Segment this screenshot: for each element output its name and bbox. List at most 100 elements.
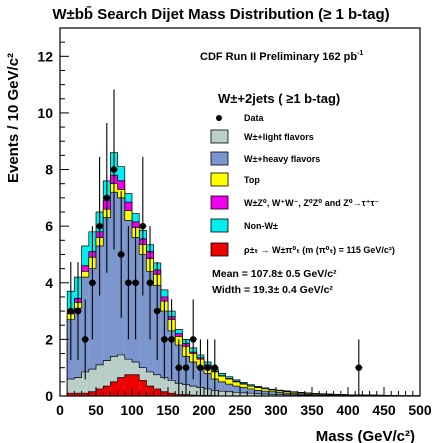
- y-tick-label: 2: [45, 331, 53, 347]
- legend-label: Non-W±: [244, 221, 278, 231]
- bar-light: [74, 377, 82, 396]
- y-axis: 0 2 4 6 8 10 12: [37, 27, 69, 404]
- data-marker: [189, 336, 197, 343]
- bar-heavy: [261, 391, 269, 396]
- bar-heavy: [254, 390, 262, 396]
- bar-heavy: [96, 245, 104, 396]
- data-marker: [355, 364, 363, 371]
- data-marker: [117, 251, 125, 258]
- data-point: [117, 191, 125, 318]
- y-axis-title: Events / 10 GeV/c²: [5, 53, 22, 183]
- data-point: [160, 299, 168, 380]
- legend-marker-dot: [216, 115, 222, 121]
- legend-header: W±+2jets ( ≥1 b-tag): [218, 91, 340, 106]
- data-marker: [74, 307, 82, 315]
- bar-light: [268, 394, 276, 396]
- mean-annotation: Mean = 107.8± 0.5 GeV/c²: [212, 268, 337, 280]
- y-tick-label: 4: [45, 275, 53, 291]
- legend-swatch: [210, 151, 229, 166]
- x-tick-label: 100: [120, 402, 144, 418]
- data-marker: [175, 364, 183, 371]
- data-marker: [132, 279, 139, 287]
- bar-signal: [146, 386, 154, 396]
- bar-light: [261, 394, 269, 396]
- data-point: [88, 226, 96, 340]
- data-point: [204, 339, 212, 396]
- bar-light: [103, 360, 111, 396]
- bar-heavy: [225, 384, 233, 396]
- data-marker: [110, 166, 118, 173]
- data-marker: [67, 307, 75, 315]
- bar-light: [247, 393, 255, 396]
- bar-light: [117, 354, 125, 396]
- bar-signal: [153, 388, 161, 396]
- data-marker: [161, 336, 168, 343]
- data-point: [182, 339, 190, 396]
- bar-light: [146, 371, 154, 396]
- data-marker: [96, 222, 103, 230]
- bar-signal: [124, 374, 132, 396]
- data-point: [139, 156, 147, 296]
- x-tick-label: 50: [88, 402, 104, 418]
- bar-heavy: [240, 387, 248, 396]
- bar-light: [254, 393, 262, 396]
- x-tick-label: 500: [408, 402, 432, 418]
- bar-light: [232, 392, 240, 396]
- width-annotation: Width = 19.3± 0.4 GeV/c²: [212, 284, 333, 296]
- bar-light: [110, 356, 118, 396]
- y-tick-label: 8: [45, 162, 53, 178]
- bar-heavy: [268, 391, 276, 396]
- legend-label: ρ±ₜ → W±π⁰ₜ (m (π⁰ₜ) = 115 GeV/c²): [244, 245, 395, 255]
- data-point: [153, 262, 161, 361]
- y-tick-label: 0: [45, 388, 53, 404]
- data-marker: [204, 364, 211, 371]
- bar-light: [96, 364, 104, 396]
- data-point: [132, 226, 140, 340]
- bar-light: [88, 369, 96, 396]
- legend-label: Data: [244, 113, 265, 123]
- bar-heavy: [103, 217, 111, 396]
- data-marker: [211, 364, 219, 371]
- legend-swatch: [210, 218, 229, 233]
- x-tick-label: 400: [336, 402, 360, 418]
- data-marker: [89, 279, 96, 287]
- legend-swatch: [210, 195, 229, 210]
- bar-light: [189, 386, 197, 396]
- legend-item: Top: [210, 172, 260, 187]
- bar-signal: [88, 391, 96, 396]
- data-point: [196, 339, 204, 396]
- bar-light: [67, 379, 75, 396]
- legend-swatch: [210, 242, 229, 257]
- data-point: [355, 339, 363, 396]
- bar-signal: [168, 393, 176, 396]
- x-tick-label: 250: [228, 402, 252, 418]
- data-point: [168, 299, 176, 380]
- x-axis: 0 50 100 150 200 250 300 350 400 450 500: [56, 387, 432, 418]
- legend-label: W±+light flavors: [244, 132, 314, 142]
- legend-label: Top: [244, 175, 260, 185]
- bar-light: [218, 391, 226, 396]
- legend-swatch: [210, 172, 229, 187]
- data-marker: [81, 336, 89, 343]
- x-tick-label: 450: [372, 402, 396, 418]
- data-point: [110, 89, 118, 250]
- data-point: [96, 156, 104, 296]
- bar-signal: [139, 380, 147, 396]
- bar-signal: [81, 393, 89, 396]
- bar-signal: [67, 393, 75, 396]
- experiment-label: CDF Run II Preliminary 162 pb-1: [200, 50, 363, 63]
- y-tick-label: 10: [37, 105, 53, 121]
- x-tick-label: 300: [264, 402, 288, 418]
- data-point: [67, 262, 75, 361]
- data-point: [211, 339, 219, 396]
- bar-light: [81, 371, 89, 396]
- data-point: [103, 122, 111, 273]
- bar-heavy: [139, 254, 147, 396]
- bar-light: [160, 377, 168, 396]
- bar-heavy: [247, 388, 255, 396]
- bar-signal: [117, 377, 125, 396]
- x-tick-label: 0: [56, 402, 64, 418]
- bar-light: [168, 380, 176, 396]
- data-points: [67, 89, 363, 396]
